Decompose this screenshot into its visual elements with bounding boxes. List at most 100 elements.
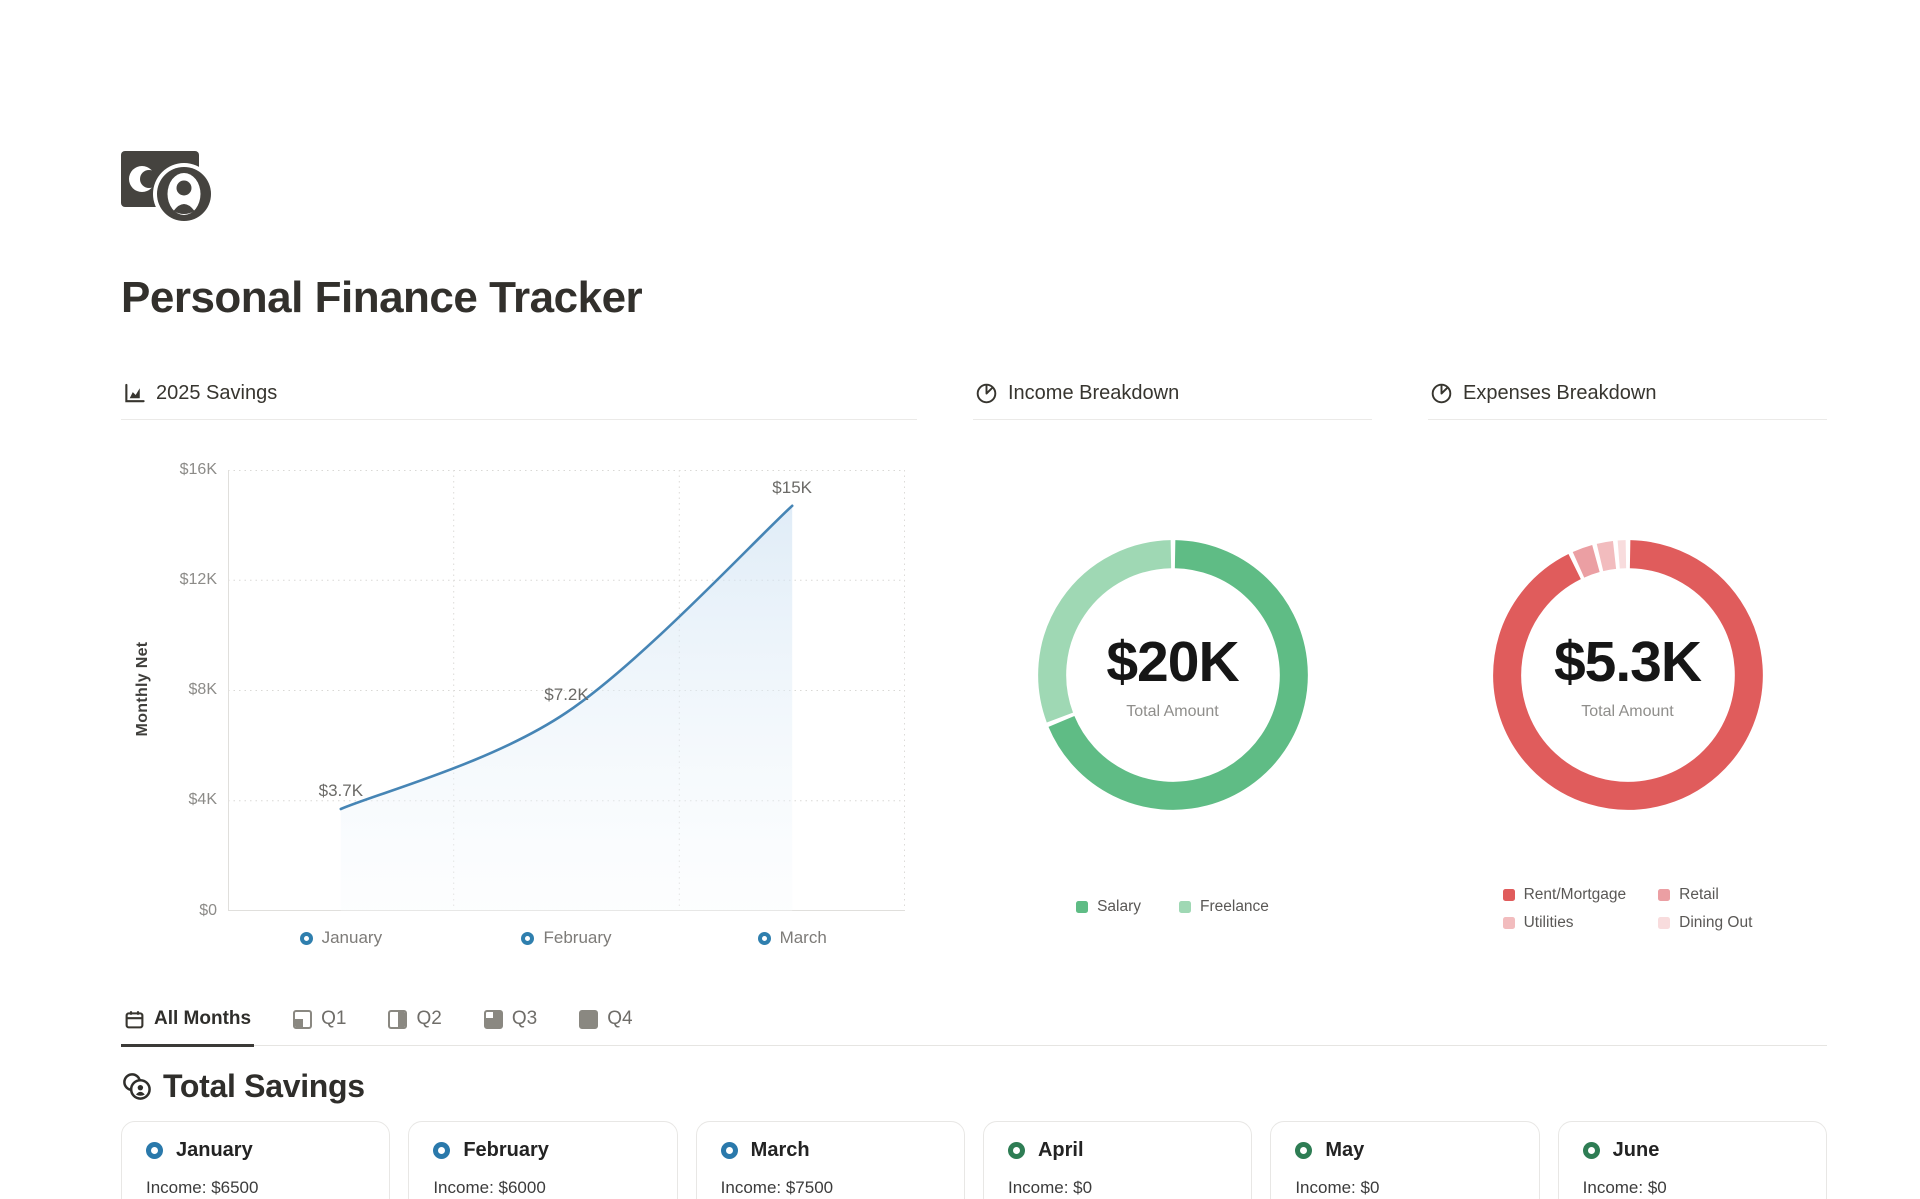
legend-label: Dining Out [1679,914,1753,931]
income-legend: Salary Freelance [973,898,1372,916]
month-name: June [1612,1139,1660,1161]
month-card-title: March [720,1139,940,1162]
donut-segment-utilities [1596,540,1616,572]
data-label: $7.2K [544,684,589,704]
expenses-legend: Rent/Mortgage Retail Utilities Dining Ou… [1428,886,1827,932]
dining-out-swatch-icon [1658,917,1671,929]
legend-label: Salary [1097,898,1141,915]
savings-card-title: 2025 Savings [156,382,278,404]
tab-label: Q1 [321,1008,347,1029]
donut-segment-rent-mortgage [1492,540,1763,810]
month-name: May [1325,1139,1365,1161]
tab-label: All Months [154,1008,252,1029]
legend-item-salary: Salary [1076,898,1141,916]
x-label: February [543,928,612,947]
legend-label: Retail [1679,886,1719,903]
y-tick: $12K [179,571,217,588]
month-name: February [463,1139,549,1161]
month-card-april[interactable]: April Income: $0 Expenses: $0 Net: $0 [982,1121,1253,1199]
legend-item-retail: Retail [1658,886,1752,904]
utilities-swatch-icon [1502,917,1515,929]
pie-chart-icon [975,382,998,405]
months-row: January Income: $6500 Expenses: $2845 Ne… [121,1121,1827,1199]
donut-segment-freelance [1037,540,1171,723]
data-label: $3.7K [318,781,364,801]
quarter-3-icon [483,1009,503,1029]
tab-q1[interactable]: Q1 [290,1008,349,1045]
x-legend-item-january: January [228,928,454,948]
tab-label: Q2 [416,1008,442,1029]
month-marker-icon [146,1142,163,1159]
tab-label: Q3 [511,1008,538,1029]
tab-q4[interactable]: Q4 [576,1008,635,1045]
income-card-header: Income Breakdown [973,376,1372,420]
month-card-june[interactable]: June Income: $0 Expenses: $0 Net: $0 [1557,1121,1827,1199]
x-legend-item-march: March [679,928,905,948]
quarter-4-icon [579,1009,599,1029]
series-marker-icon [757,931,771,945]
rent-mortgage-swatch-icon [1502,889,1515,901]
legend-label: Freelance [1200,898,1269,915]
income-donut-svg [1037,540,1308,810]
banknote-coin-logo-icon [121,151,215,225]
month-marker-icon [1295,1142,1313,1159]
area-fill [340,505,793,911]
tab-q2[interactable]: Q2 [385,1008,444,1045]
pie-chart-icon [1430,382,1453,405]
expenses-donut: $5.3K Total Amount [1428,530,1827,820]
coins-icon [121,1071,152,1102]
legend-label: Utilities [1523,914,1574,931]
month-card-january[interactable]: January Income: $6500 Expenses: $2845 Ne… [121,1121,391,1199]
quarter-2-icon [388,1009,408,1029]
month-name: January [176,1139,253,1161]
month-card-title: January [146,1139,365,1162]
tab-all-months[interactable]: All Months [121,1008,255,1047]
month-income: Income: $6000 [433,1178,546,1197]
savings-chart: Monthly Net $16K $12K $8K $4K $0 [121,461,917,970]
legend-item-rent-mortgage: Rent/Mortgage [1502,886,1627,904]
month-card-may[interactable]: May Income: $0 Expenses: $0 Net: $0 [1270,1121,1540,1199]
calendar-icon [124,1009,145,1030]
legend-item-utilities: Utilities [1502,914,1627,932]
month-card-title: April [1007,1139,1227,1162]
month-card-title: February [433,1139,652,1162]
expenses-card-header: Expenses Breakdown [1428,376,1827,420]
x-axis-legend: January February March [228,928,905,948]
month-name: April [1037,1139,1084,1161]
retail-swatch-icon [1658,889,1671,901]
month-marker-icon [1007,1142,1025,1159]
page-title: Personal Finance Tracker [121,273,643,322]
savings-card-header: 2025 Savings [121,376,917,420]
legend-item-freelance: Freelance [1179,898,1269,916]
total-savings-header: Total Savings [121,1068,1827,1105]
savings-line [339,504,794,811]
period-tabs: All Months Q1 Q2 Q3 Q4 [121,1008,1827,1047]
month-marker-icon [720,1142,738,1159]
expenses-card-title: Expenses Breakdown [1463,382,1657,404]
tab-label: Q4 [607,1008,633,1029]
x-legend-item-february: February [454,928,680,948]
month-card-february[interactable]: February Income: $6000 Expenses: $2500 N… [408,1121,678,1199]
y-axis-ticks: $16K $12K $8K $4K $0 [121,461,217,919]
month-card-march[interactable]: March Income: $7500 Expenses: $0 Net: $7… [695,1121,965,1199]
quarter-1-icon [293,1009,313,1029]
month-income: Income: $7500 [720,1178,834,1197]
total-savings-title: Total Savings [163,1068,365,1104]
legend-label: Rent/Mortgage [1523,886,1627,903]
data-label: $15K [772,477,813,497]
y-tick: $8K [188,681,217,698]
series-marker-icon [521,931,535,945]
charts-row: 2025 Savings Monthly Net $16K $12K $8K $… [121,376,1827,970]
tab-q3[interactable]: Q3 [481,1008,540,1045]
month-income: Income: $0 [1007,1178,1093,1197]
month-income: Income: $0 [1295,1178,1380,1197]
income-card-title: Income Breakdown [1008,382,1180,404]
area-chart-icon [123,382,146,405]
plot-area: $3.7K $7.2K $15K [228,470,905,911]
y-tick: $4K [188,791,217,808]
income-donut: $20K Total Amount [973,530,1372,820]
expenses-breakdown-card: Expenses Breakdown $5.3K Total Amount Re… [1428,376,1827,970]
income-breakdown-card: Income Breakdown $20K Total Amount Salar… [973,376,1372,970]
month-income: Income: $0 [1582,1178,1667,1197]
